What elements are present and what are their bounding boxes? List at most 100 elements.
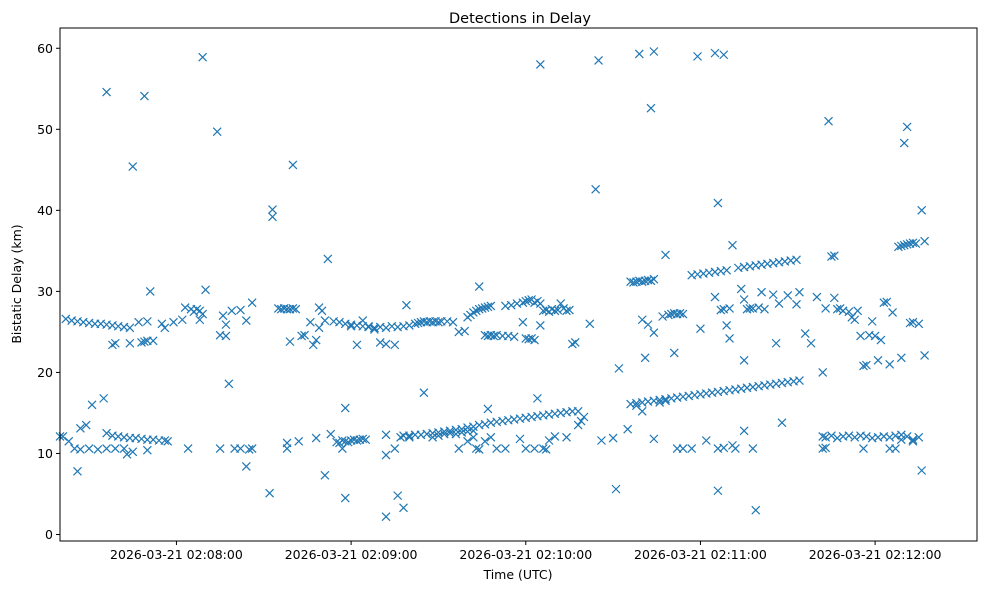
data-point xyxy=(713,486,723,496)
data-point xyxy=(221,331,231,341)
data-point xyxy=(192,304,202,314)
data-point xyxy=(678,444,688,454)
data-point xyxy=(241,316,251,325)
data-point xyxy=(829,251,839,261)
data-point xyxy=(87,400,97,410)
x-axis-label: Time (UTC) xyxy=(482,567,552,582)
data-point xyxy=(99,393,109,403)
data-point xyxy=(102,87,112,97)
data-point xyxy=(917,466,927,475)
chart-title: Detections in Delay xyxy=(449,11,591,27)
data-point xyxy=(827,431,836,441)
data-point xyxy=(794,287,804,297)
data-point xyxy=(818,432,828,441)
data-point xyxy=(227,306,237,316)
data-point xyxy=(867,316,877,326)
data-point xyxy=(81,420,91,430)
data-point xyxy=(917,205,927,215)
data-point xyxy=(352,436,362,445)
data-point xyxy=(177,315,187,325)
data-point xyxy=(198,309,208,319)
data-point xyxy=(148,336,158,346)
data-point xyxy=(282,444,292,454)
data-point xyxy=(827,252,836,261)
data-point xyxy=(614,363,624,373)
data-point xyxy=(201,285,210,295)
data-point xyxy=(486,301,496,311)
data-point xyxy=(509,332,519,342)
data-point xyxy=(768,290,778,300)
data-point xyxy=(629,278,638,287)
data-point xyxy=(850,315,860,325)
data-point xyxy=(291,304,301,314)
data-point xyxy=(521,444,531,454)
data-point xyxy=(448,317,458,327)
data-point xyxy=(102,444,112,454)
data-point xyxy=(637,406,647,416)
data-point xyxy=(821,443,831,453)
data-point xyxy=(579,412,589,422)
x-axis: 2026-03-21 02:08:00 2026-03-21 02:09:00 20… xyxy=(110,541,942,562)
data-point xyxy=(163,436,173,446)
data-point xyxy=(771,338,781,348)
data-point xyxy=(157,319,167,329)
data-point xyxy=(693,51,702,61)
data-point xyxy=(861,360,871,370)
data-point xyxy=(783,291,793,300)
data-point xyxy=(716,305,726,315)
data-point xyxy=(268,212,277,222)
data-point xyxy=(364,321,374,331)
y-axis-label: Bistatic Delay (km) xyxy=(9,224,24,343)
data-point xyxy=(649,434,659,444)
data-point xyxy=(535,321,545,330)
data-point xyxy=(471,444,481,454)
data-point xyxy=(492,444,502,454)
data-point xyxy=(623,424,633,434)
data-point xyxy=(463,436,472,446)
data-point xyxy=(905,318,915,328)
data-point xyxy=(544,436,554,445)
data-point xyxy=(340,403,350,413)
data-point xyxy=(859,444,868,454)
data-point xyxy=(524,295,534,305)
data-point xyxy=(404,321,414,330)
data-point xyxy=(649,274,659,284)
data-point xyxy=(920,350,930,360)
data-point xyxy=(634,49,644,59)
data-point xyxy=(317,306,327,316)
y-tick-label: 0 xyxy=(45,527,53,542)
data-point xyxy=(247,298,257,308)
data-point xyxy=(486,432,496,442)
data-point xyxy=(361,435,371,445)
data-point xyxy=(861,432,871,441)
data-point xyxy=(128,162,138,172)
data-point xyxy=(748,444,758,454)
data-point xyxy=(611,484,621,494)
data-point xyxy=(521,296,531,306)
data-point xyxy=(399,503,408,513)
data-point xyxy=(247,444,257,454)
data-point xyxy=(532,393,542,403)
y-tick-label: 50 xyxy=(37,122,53,137)
data-point xyxy=(515,434,525,444)
data-point xyxy=(236,444,245,454)
data-point xyxy=(160,323,170,333)
data-point xyxy=(518,317,528,327)
data-point xyxy=(751,505,761,515)
data-point xyxy=(908,436,918,446)
data-point xyxy=(265,488,275,498)
data-point xyxy=(646,103,656,113)
data-point xyxy=(410,319,420,329)
data-point xyxy=(340,493,350,503)
data-point xyxy=(675,308,685,318)
data-point xyxy=(125,338,135,348)
data-point xyxy=(914,319,924,329)
data-points xyxy=(55,47,930,522)
data-point xyxy=(457,424,467,434)
data-point xyxy=(337,444,347,454)
data-point xyxy=(730,444,740,454)
data-point xyxy=(565,305,574,315)
data-point xyxy=(658,312,668,321)
data-point xyxy=(145,286,155,296)
data-point xyxy=(139,337,149,347)
